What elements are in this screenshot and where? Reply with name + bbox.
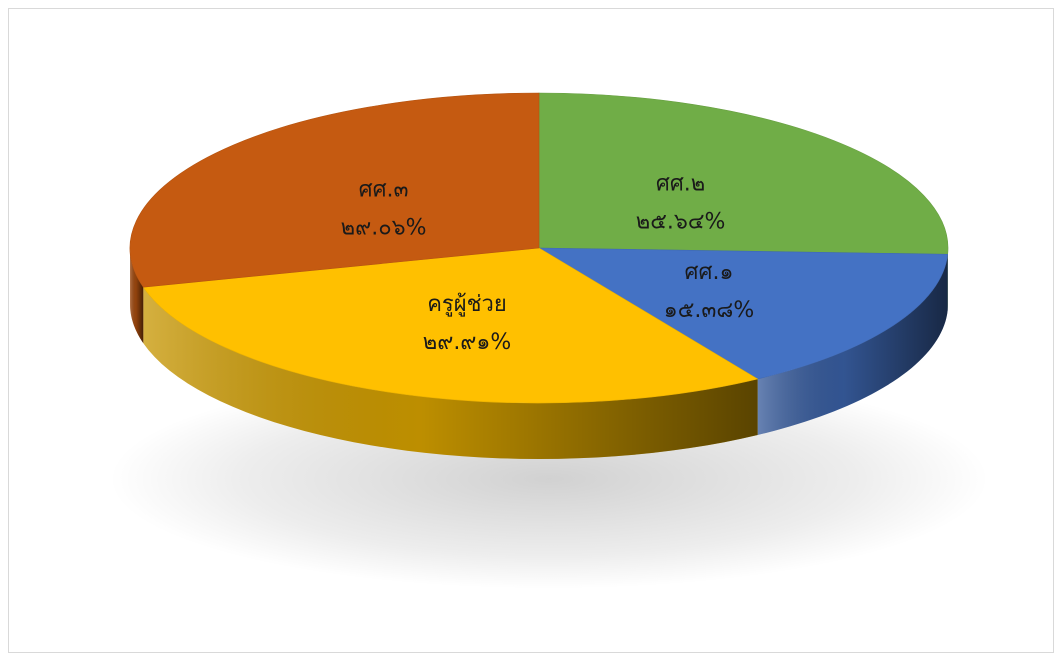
pie-slice-value-0: ๒๕.๖๔% xyxy=(636,210,726,235)
pie-slice-side-shade-1 xyxy=(757,254,948,435)
pie-slice-2[interactable] xyxy=(142,247,759,404)
pie-slice-0[interactable] xyxy=(538,92,949,255)
pie-slice-label-1: ศศ.๑ xyxy=(685,260,734,285)
pie-slice-value-1: ๑๕.๓๘% xyxy=(664,298,755,323)
pie-slice-label-3: ศศ.๓ xyxy=(359,178,409,203)
pie-slice-side-shade-3 xyxy=(130,248,144,344)
pie-slice-label-0: ศศ.๒ xyxy=(656,172,705,197)
pie-slice-1[interactable] xyxy=(537,247,949,380)
pie-slice-value-3: ๒๙.๐๖% xyxy=(341,216,427,241)
pie-slice-3[interactable] xyxy=(129,92,540,288)
pie-slice-side-shade-2 xyxy=(143,287,758,459)
pie-slice-value-2: ๒๙.๙๑% xyxy=(423,330,512,355)
pie-slice-label-2: ครูผู้ช่วย xyxy=(427,292,507,317)
chart-area: ศศ.๒๒๕.๖๔% ศศ.๑๑๕.๓๘% ครูผู้ช่วย๒๙.๙๑% ศศ.๓… xyxy=(8,8,1054,653)
